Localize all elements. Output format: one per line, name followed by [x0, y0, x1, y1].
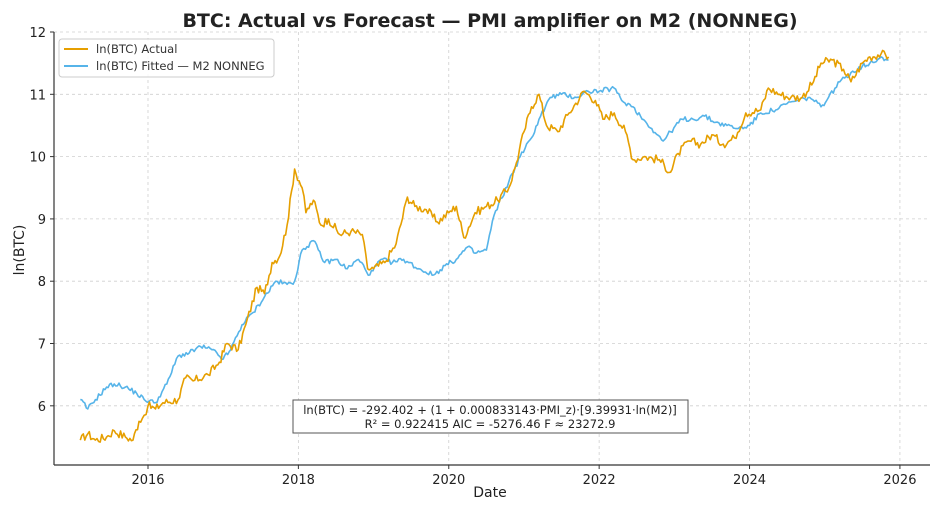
equation-annotation: ln(BTC) = -292.402 + (1 + 0.000833143·PM… [292, 399, 689, 434]
y-tick-label: 11 [29, 88, 46, 103]
x-tick-label: 2016 [131, 473, 164, 488]
y-tick-label: 12 [29, 26, 46, 41]
y-tick-label: 10 [29, 151, 46, 166]
x-axis-label: Date [473, 485, 506, 501]
legend-label-actual: ln(BTC) Actual [96, 42, 177, 56]
x-tick-label: 2022 [583, 473, 616, 488]
legend: ln(BTC) Actual ln(BTC) Fitted — M2 NONNE… [58, 38, 275, 78]
x-ticks: 2016 2018 2020 2022 2024 2026 [131, 465, 916, 488]
axes [53, 32, 930, 466]
y-axis-label: ln(BTC) [12, 225, 28, 276]
equation-line-2: R² = 0.922415 AIC = -5276.46 F ≈ 23272.9 [365, 417, 616, 431]
equation-box [292, 399, 689, 434]
series-line-actual [79, 49, 890, 443]
y-tick-label: 8 [38, 275, 46, 290]
y-ticks: 6 7 8 9 10 11 12 [29, 26, 54, 415]
x-tick-label: 2018 [282, 473, 315, 488]
equation-line-1: ln(BTC) = -292.402 + (1 + 0.000833143·PM… [303, 403, 677, 417]
x-tick-label: 2024 [733, 473, 766, 488]
x-tick-label: 2026 [883, 473, 916, 488]
series-line-fitted [80, 56, 889, 410]
y-tick-label: 6 [38, 400, 46, 415]
y-tick-label: 9 [38, 213, 46, 228]
legend-box [58, 38, 275, 78]
legend-label-fitted: ln(BTC) Fitted — M2 NONNEG [96, 59, 265, 73]
series-lines [79, 49, 890, 443]
chart-title: BTC: Actual vs Forecast — PMI amplifier … [182, 10, 797, 32]
grid [54, 31, 930, 465]
x-tick-label: 2020 [432, 473, 465, 488]
y-tick-label: 7 [38, 338, 46, 353]
